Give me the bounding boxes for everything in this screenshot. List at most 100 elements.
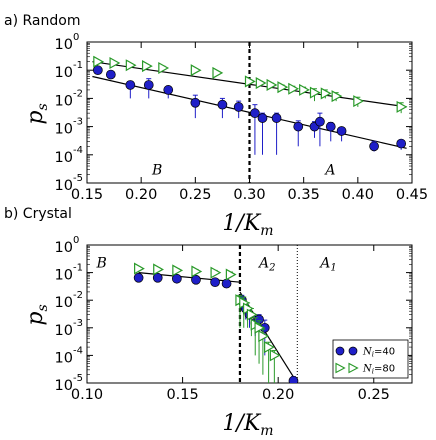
y-tick-exponent: -1 xyxy=(73,263,83,274)
y-tick-label: 10 xyxy=(55,240,73,256)
data-point-circle xyxy=(92,65,103,76)
data-point-triangle xyxy=(191,265,203,278)
legend-marker-triangle xyxy=(335,362,346,374)
data-point-triangle xyxy=(309,86,321,99)
region-label: B xyxy=(151,163,162,179)
y-axis-label: ps xyxy=(23,103,51,124)
y-tick-label: 10 xyxy=(55,295,73,311)
region-label: A xyxy=(323,163,335,179)
y-tick-label: 10 xyxy=(55,178,73,194)
legend-label: Ni=80 xyxy=(362,364,395,376)
y-tick-exponent: -2 xyxy=(73,88,83,99)
data-point-circle xyxy=(190,97,201,108)
y-tick-label: 10 xyxy=(55,268,73,284)
legend-box xyxy=(332,339,409,379)
data-point-circle xyxy=(271,113,282,123)
x-tick-label: 0.25 xyxy=(179,187,211,203)
y-tick-exponent: -5 xyxy=(73,173,83,184)
data-point-triangle xyxy=(125,59,137,72)
x-tick-label: 0.40 xyxy=(342,187,374,203)
data-point-circle xyxy=(396,138,407,149)
data-point-triangle xyxy=(396,100,408,113)
x-tick-label: 0.10 xyxy=(71,387,103,403)
plot-area xyxy=(133,245,299,383)
y-tick-exponent: -3 xyxy=(73,318,83,329)
legend-entry: Ni=40 xyxy=(335,346,395,359)
y-tick-exponent: 0 xyxy=(73,235,79,246)
series-1 xyxy=(134,262,281,383)
y-tick-exponent: -4 xyxy=(73,145,83,156)
panel-label: a) Random xyxy=(4,13,80,29)
legend: Ni=40 Ni=80 xyxy=(332,339,409,379)
legend-marker-circle xyxy=(335,346,345,356)
series-0 xyxy=(92,65,407,155)
y-tick-exponent: -5 xyxy=(73,373,83,384)
x-tick-label: 0.25 xyxy=(358,387,390,403)
data-point-triangle xyxy=(244,75,256,88)
data-point-triangle xyxy=(320,87,332,100)
series-0 xyxy=(133,272,299,383)
y-tick-label: 10 xyxy=(55,37,73,53)
x-tick-label: 0.15 xyxy=(166,387,198,403)
y-axis-label: ps xyxy=(23,304,51,325)
data-point-circle xyxy=(315,116,325,127)
legend-label: Ni=40 xyxy=(362,347,395,359)
y-tick-exponent: 0 xyxy=(73,32,79,43)
data-point-triangle xyxy=(299,83,310,96)
data-point-circle xyxy=(293,121,304,132)
data-point-triangle xyxy=(331,90,343,103)
x-tick-label: 0.35 xyxy=(288,187,320,203)
data-point-triangle xyxy=(141,60,153,73)
data-point-circle xyxy=(172,273,182,284)
data-point-triangle xyxy=(158,61,170,74)
data-point-circle xyxy=(336,126,347,136)
data-point-triangle xyxy=(255,77,267,90)
data-point-triangle xyxy=(246,308,258,321)
data-point-triangle xyxy=(225,268,237,281)
data-point-circle xyxy=(233,102,244,112)
fit-line xyxy=(92,75,407,149)
data-point-triangle xyxy=(212,66,224,79)
data-point-triangle xyxy=(258,330,270,343)
data-point-circle xyxy=(250,108,260,118)
series-1 xyxy=(93,55,408,114)
region-label: A1 xyxy=(318,256,337,274)
data-point-circle xyxy=(288,375,299,383)
x-axis-label: 1/Km xyxy=(222,411,273,436)
x-tick-label: 0.20 xyxy=(262,387,294,403)
data-point-circle xyxy=(325,121,336,132)
y-tick-label: 10 xyxy=(55,150,73,166)
x-tick-label: 0.15 xyxy=(71,187,103,203)
axes-frame xyxy=(86,244,413,384)
data-point-circle xyxy=(152,272,163,283)
legend-marker-triangle xyxy=(348,362,359,374)
x-tick-label: 0.45 xyxy=(396,187,428,203)
y-tick-exponent: -3 xyxy=(73,117,83,128)
x-axis-label: 1/Km xyxy=(222,211,273,239)
data-point-triangle xyxy=(269,349,281,362)
data-point-circle xyxy=(221,278,232,289)
y-tick-exponent: -2 xyxy=(73,290,83,301)
data-point-circle xyxy=(125,80,136,90)
data-point-circle xyxy=(133,272,144,283)
plot-area xyxy=(92,42,408,183)
data-point-circle xyxy=(163,85,174,95)
region-label: B xyxy=(96,256,107,272)
region-label: A2 xyxy=(257,256,276,274)
data-point-triangle xyxy=(254,321,266,334)
x-tick-label: 0.20 xyxy=(125,187,157,203)
data-point-triangle xyxy=(109,56,121,70)
data-point-circle xyxy=(369,141,379,152)
data-point-circle xyxy=(191,274,201,285)
data-point-circle xyxy=(257,113,268,123)
data-point-triangle xyxy=(172,264,184,277)
data-point-triangle xyxy=(153,263,164,276)
data-point-triangle xyxy=(264,341,275,354)
data-point-triangle xyxy=(277,81,289,94)
y-tick-exponent: -4 xyxy=(73,345,83,356)
data-point-triangle xyxy=(93,55,105,68)
data-point-triangle xyxy=(353,95,365,108)
